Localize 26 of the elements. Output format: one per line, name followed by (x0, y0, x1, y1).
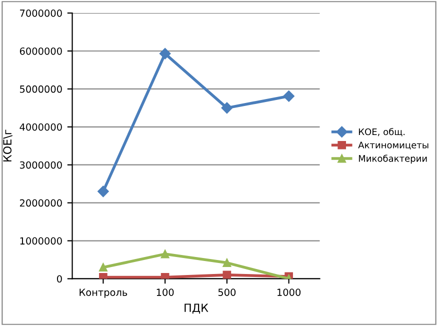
x-axis-title: ПДК (184, 304, 208, 314)
legend-label: Актиномицеты (358, 142, 428, 150)
legend-label: Микобактерии (358, 154, 427, 164)
x-tick-label: 500 (218, 288, 236, 296)
point (99, 263, 108, 272)
x-tick-label: 1000 (278, 288, 301, 296)
point (222, 258, 232, 267)
legend-label: КОЕ, общ. (358, 128, 405, 136)
point (99, 273, 108, 279)
y-tick-label: 1000000 (20, 237, 62, 245)
point (221, 102, 233, 114)
point (98, 186, 109, 198)
y-tick-label: 7000000 (20, 10, 62, 17)
y-tick-label: 3000000 (20, 161, 62, 169)
y-tick-label: 0 (57, 275, 62, 283)
point (160, 250, 170, 258)
x-tick-label: Контроль (80, 288, 128, 298)
y-axis-title: КОЕ\г (3, 130, 12, 162)
y-tick-label: 6000000 (20, 47, 62, 55)
point (222, 270, 232, 279)
y-tick-label: 5000000 (20, 85, 62, 93)
y-tick-label: 2000000 (20, 199, 62, 207)
point (159, 48, 171, 60)
x-tick-label: 100 (156, 288, 174, 296)
point (283, 90, 294, 102)
y-tick-label: 4000000 (20, 123, 62, 131)
